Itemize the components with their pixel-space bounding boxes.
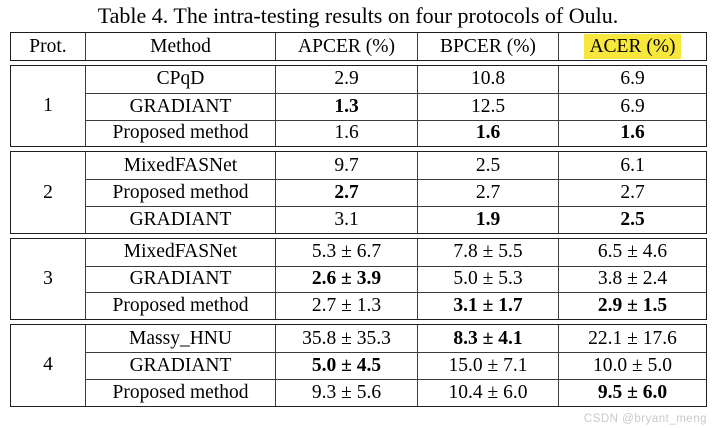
acer-highlight: ACER (%)	[584, 34, 681, 59]
bpcer-cell: 2.7	[417, 179, 558, 206]
bpcer-cell: 1.6	[417, 119, 558, 147]
apcer-cell: 35.8 ± 35.3	[275, 325, 417, 352]
header-row: Prot. Method APCER (%) BPCER (%) ACER (%…	[10, 32, 707, 61]
apcer-cell: 1.3	[275, 92, 417, 120]
method-cell: Proposed method	[85, 292, 275, 320]
protocol-number: 4	[43, 354, 53, 376]
acer-cell: 2.9 ± 1.5	[558, 292, 706, 320]
acer-cell: 6.5 ± 4.6	[558, 238, 706, 266]
acer-cell: 6.9	[558, 92, 706, 120]
acer-cell: 1.6	[558, 119, 706, 147]
acer-cell: 22.1 ± 17.6	[558, 325, 706, 352]
apcer-cell: 1.6	[275, 119, 417, 147]
method-cell: Proposed method	[85, 179, 275, 206]
method-cell: Proposed method	[85, 378, 275, 406]
method-cell: MixedFASNet	[85, 152, 275, 180]
bpcer-cell: 5.0 ± 5.3	[417, 265, 558, 293]
protocol-block-3: 3 MixedFASNet 5.3 ± 6.7 7.8 ± 5.5 6.5 ± …	[10, 237, 707, 321]
acer-cell: 3.8 ± 2.4	[558, 265, 706, 293]
method-cell: GRADIANT	[85, 351, 275, 379]
method-cell: GRADIANT	[85, 205, 275, 233]
method-cell: Proposed method	[85, 119, 275, 147]
csdn-watermark: CSDN @bryant_meng	[583, 413, 707, 425]
apcer-cell: 2.7	[275, 179, 417, 206]
acer-cell: 6.1	[558, 152, 706, 180]
method-cell: GRADIANT	[85, 92, 275, 120]
apcer-cell: 2.6 ± 3.9	[275, 265, 417, 293]
header-bpcer: BPCER (%)	[417, 33, 558, 60]
acer-cell: 2.7	[558, 179, 706, 206]
protocol-number: 2	[43, 181, 53, 203]
bpcer-cell: 10.4 ± 6.0	[417, 378, 558, 406]
apcer-cell: 9.3 ± 5.6	[275, 378, 417, 406]
protocol-block-2: 2 MixedFASNet 9.7 2.5 6.1 Proposed metho…	[10, 151, 707, 234]
bpcer-cell: 8.3 ± 4.1	[417, 325, 558, 352]
method-cell: Massy_HNU	[85, 325, 275, 352]
apcer-cell: 3.1	[275, 205, 417, 233]
method-cell: GRADIANT	[85, 265, 275, 293]
header-apcer: APCER (%)	[275, 33, 417, 60]
apcer-cell: 5.0 ± 4.5	[275, 351, 417, 379]
method-cell: MixedFASNet	[85, 238, 275, 266]
bpcer-cell: 15.0 ± 7.1	[417, 351, 558, 379]
method-cell: CPqD	[85, 66, 275, 93]
protocol-number: 1	[43, 95, 53, 117]
acer-cell: 9.5 ± 6.0	[558, 378, 706, 406]
protocol-block-4: 4 Massy_HNU 35.8 ± 35.3 8.3 ± 4.1 22.1 ±…	[10, 324, 707, 407]
bpcer-cell: 7.8 ± 5.5	[417, 238, 558, 266]
protocol-block-1: 1 CPqD 2.9 10.8 6.9 GRADIANT 1.3 12.5 6.…	[10, 65, 707, 148]
apcer-cell: 2.7 ± 1.3	[275, 292, 417, 320]
header-acer: ACER (%)	[558, 33, 706, 60]
bpcer-cell: 2.5	[417, 152, 558, 180]
apcer-cell: 5.3 ± 6.7	[275, 238, 417, 266]
bpcer-cell: 3.1 ± 1.7	[417, 292, 558, 320]
bpcer-cell: 10.8	[417, 66, 558, 93]
acer-cell: 2.5	[558, 205, 706, 233]
table-caption: Table 4. The intra-testing results on fo…	[97, 3, 619, 28]
bpcer-cell: 1.9	[417, 205, 558, 233]
results-table: Prot. Method APCER (%) BPCER (%) ACER (%…	[10, 32, 707, 407]
protocol-number: 3	[43, 267, 53, 289]
acer-cell: 6.9	[558, 66, 706, 93]
header-method: Method	[85, 33, 275, 60]
bpcer-cell: 12.5	[417, 92, 558, 120]
acer-cell: 10.0 ± 5.0	[558, 351, 706, 379]
header-prot: Prot.	[29, 35, 67, 57]
apcer-cell: 2.9	[275, 66, 417, 93]
apcer-cell: 9.7	[275, 152, 417, 180]
